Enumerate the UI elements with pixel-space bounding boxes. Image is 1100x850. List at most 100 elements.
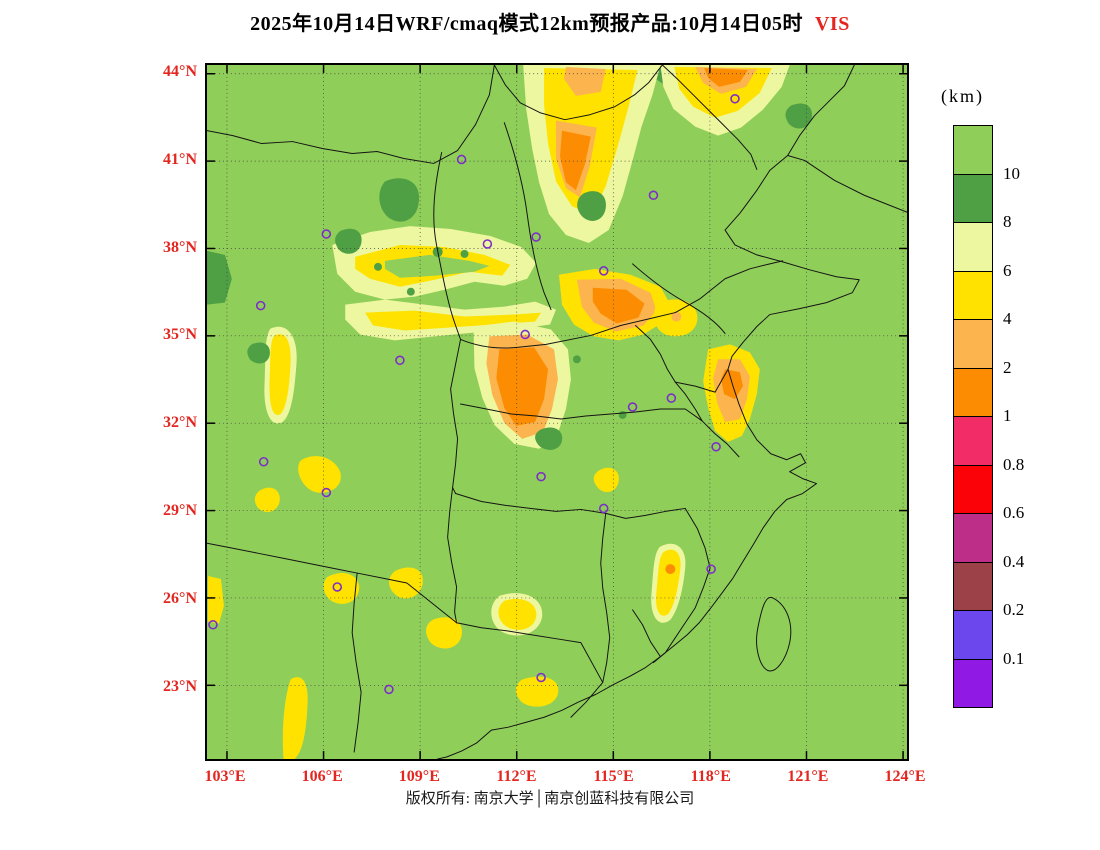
visibility-patch: [535, 427, 563, 450]
city-marker: [255, 300, 266, 311]
legend-color-box: [953, 513, 993, 563]
province-boundary: [503, 122, 552, 311]
lon-tick-label: 118°E: [690, 768, 731, 785]
legend-threshold-label: 0.6: [1003, 503, 1025, 522]
legend-color-box: [953, 464, 993, 514]
forecast-map: [205, 63, 909, 761]
visibility-patch: [515, 676, 559, 707]
city-marker: [598, 503, 609, 514]
legend-color-box: [953, 561, 993, 611]
lat-tick-label: 26°N: [163, 590, 197, 607]
city-marker: [730, 94, 740, 104]
city-marker: [706, 564, 716, 574]
map-canvas: [207, 65, 907, 759]
province-boundary: [635, 325, 703, 422]
province-boundary: [207, 542, 458, 624]
visibility-patch: [247, 342, 270, 364]
legend-threshold-label: 8: [1003, 212, 1012, 231]
page-title: 2025年10月14日WRF/cmaq模式12km预报产品:10月14日05时 V…: [0, 7, 1100, 36]
province-boundary: [632, 609, 661, 658]
visibility-patch: [665, 564, 676, 575]
copyright-text: 版权所有: 南京大学│南京创蓝科技有限公司: [405, 791, 695, 807]
province-boundary: [351, 572, 362, 753]
city-marker: [536, 471, 546, 482]
province-boundary: [652, 507, 711, 664]
visibility-patch: [460, 249, 469, 258]
visibility-patch: [406, 287, 415, 296]
legend-threshold-label: 0.2: [1003, 600, 1025, 619]
legend-color-box: [953, 416, 993, 466]
legend-color-box: [953, 125, 993, 175]
colorbar: [953, 125, 993, 708]
visibility-patch: [384, 254, 490, 278]
province-boundary: [455, 493, 686, 519]
visibility-patch: [496, 347, 549, 426]
province-boundary: [787, 65, 855, 156]
province-boundary: [600, 512, 611, 683]
city-marker: [208, 620, 218, 630]
visibility-patch: [498, 598, 537, 630]
colorbar-labels: 10 8 6 4 2 1 0.8 0.6 0.4 0.2 0.1: [1003, 125, 1073, 719]
visibility-patch: [207, 250, 232, 305]
lat-tick-label: 41°N: [163, 150, 197, 168]
visibility-patch: [593, 467, 619, 493]
visibility-patch: [365, 310, 542, 331]
visibility-patch: [254, 487, 280, 512]
city-marker: [648, 190, 659, 201]
province-boundary: [207, 65, 495, 164]
legend-threshold-label: 4: [1003, 309, 1012, 328]
visibility-patch: [656, 549, 681, 616]
lon-tick-label: 115°E: [593, 768, 634, 785]
city-marker: [258, 456, 269, 467]
legend-threshold-label: 10: [1003, 163, 1020, 183]
legend-threshold-label: 2: [1003, 357, 1012, 377]
lat-tick-label: 29°N: [163, 502, 197, 520]
visibility-patch: [207, 576, 224, 624]
city-marker: [627, 402, 638, 412]
lon-tick-label: 124°E: [884, 768, 926, 785]
province-boundary: [661, 65, 758, 170]
city-marker: [536, 672, 546, 683]
province-boundary: [493, 65, 663, 121]
city-marker: [456, 154, 467, 165]
province-boundary: [456, 622, 604, 718]
legend-threshold-label: 0.8: [1003, 454, 1025, 474]
legend-threshold-label: 0.4: [1003, 551, 1025, 571]
legend-color-box: [953, 367, 993, 417]
legend-color-box: [953, 270, 993, 320]
legend-color-box: [953, 222, 993, 272]
legend-color-box: [953, 610, 993, 660]
province-boundary: [437, 154, 907, 759]
legend-color-box: [953, 173, 993, 223]
page-title-main: 2025年10月14日WRF/cmaq模式12km预报产品:10月14日05时: [250, 13, 803, 35]
visibility-patch: [269, 334, 291, 415]
colorbar-unit-label: (km): [941, 86, 984, 106]
lon-tick-label: 112°E: [496, 768, 537, 785]
legend-threshold-label: 0.1: [1003, 648, 1025, 668]
legend-color-box: [953, 658, 993, 708]
visibility-patch: [379, 178, 420, 222]
visibility-patch: [671, 311, 682, 322]
visibility-patch: [785, 103, 813, 129]
lat-tick-label: 44°N: [163, 62, 197, 80]
lat-tick-label: 35°N: [163, 326, 197, 344]
visibility-patch: [559, 130, 591, 191]
visibility-patch: [618, 411, 627, 419]
province-boundary: [450, 338, 462, 495]
visibility-patch: [374, 262, 382, 271]
lat-tick-label: 32°N: [163, 414, 197, 432]
visibility-patch: [572, 355, 581, 364]
visibility-patch: [563, 66, 606, 96]
province-boundary: [433, 151, 784, 349]
visibility-patch: [577, 191, 606, 221]
province-boundary: [632, 263, 726, 334]
province-boundary: [447, 487, 458, 624]
legend-threshold-label: 6: [1003, 260, 1012, 280]
city-marker: [531, 232, 541, 242]
visibility-patch: [335, 228, 362, 254]
visibility-patch: [426, 617, 462, 649]
lon-tick-label: 106°E: [301, 768, 343, 785]
lat-tick-label: 38°N: [163, 238, 197, 256]
city-marker: [321, 229, 332, 239]
